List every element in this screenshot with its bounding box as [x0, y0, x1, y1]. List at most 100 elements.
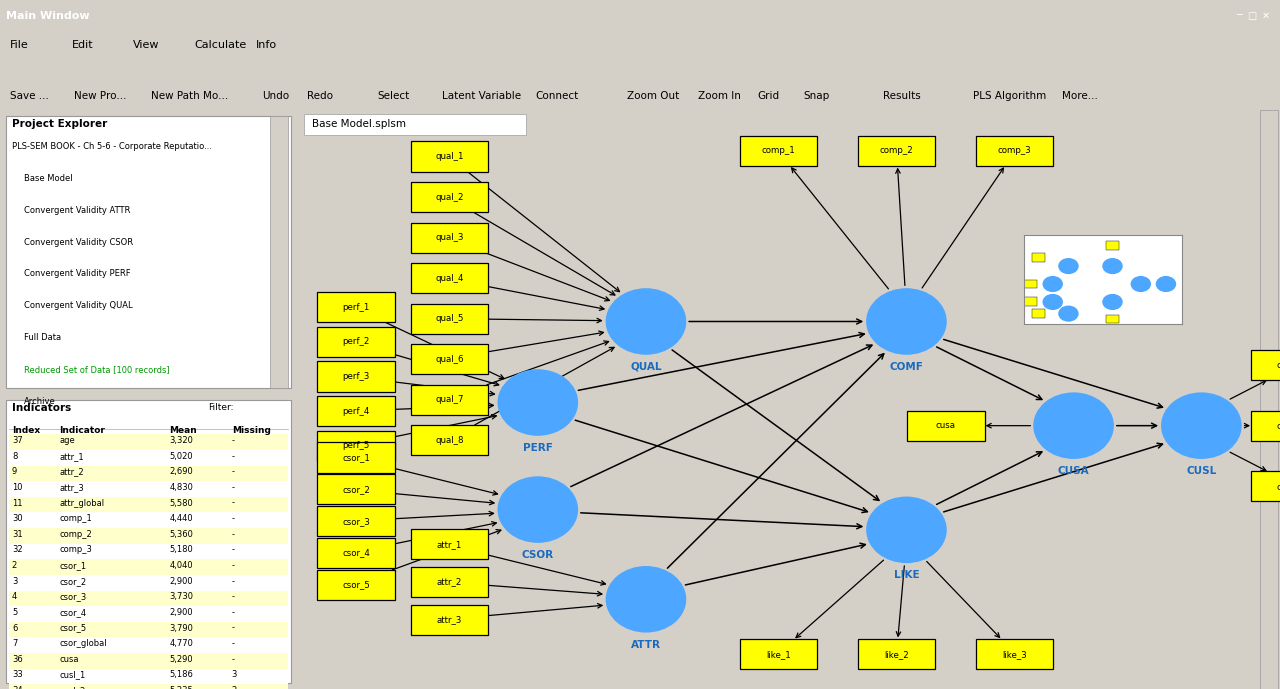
FancyBboxPatch shape	[9, 684, 288, 689]
Text: csor_5: csor_5	[59, 624, 87, 633]
FancyBboxPatch shape	[1024, 280, 1037, 289]
FancyBboxPatch shape	[858, 639, 936, 669]
Text: cusl_2: cusl_2	[59, 686, 86, 689]
Text: Indicators: Indicators	[12, 403, 72, 413]
Ellipse shape	[1156, 276, 1176, 292]
FancyBboxPatch shape	[9, 513, 288, 528]
Text: cusl_3: cusl_3	[1276, 482, 1280, 491]
Text: QUAL: QUAL	[630, 362, 662, 371]
FancyBboxPatch shape	[9, 497, 288, 513]
Text: PERF: PERF	[522, 443, 553, 453]
FancyBboxPatch shape	[1261, 110, 1277, 689]
Text: 33: 33	[12, 670, 23, 679]
Text: perf_4: perf_4	[342, 407, 370, 415]
Text: View: View	[133, 40, 160, 50]
Text: 5,180: 5,180	[169, 546, 193, 555]
Text: 8: 8	[12, 452, 17, 461]
Text: Convergent Validity ATTR: Convergent Validity ATTR	[24, 206, 131, 215]
Text: Calculate: Calculate	[195, 40, 247, 50]
FancyBboxPatch shape	[1251, 411, 1280, 441]
Text: 34: 34	[12, 686, 23, 689]
FancyBboxPatch shape	[411, 604, 488, 635]
Text: 2,900: 2,900	[169, 608, 193, 617]
Text: -: -	[232, 593, 234, 601]
Text: Convergent Validity CSOR: Convergent Validity CSOR	[24, 238, 133, 247]
Text: cusa: cusa	[59, 655, 79, 664]
Text: cusa: cusa	[936, 421, 956, 430]
Text: 10: 10	[12, 483, 22, 492]
Text: perf_1: perf_1	[342, 302, 370, 311]
Text: 32: 32	[12, 546, 23, 555]
Text: qual_7: qual_7	[435, 395, 463, 404]
FancyBboxPatch shape	[411, 304, 488, 333]
Ellipse shape	[1161, 392, 1242, 459]
Ellipse shape	[867, 288, 947, 355]
Text: -: -	[232, 639, 234, 648]
Text: New Path Mo...: New Path Mo...	[151, 91, 228, 101]
FancyBboxPatch shape	[908, 411, 984, 441]
Text: Zoom Out: Zoom Out	[627, 91, 680, 101]
Text: attr_1: attr_1	[436, 539, 462, 549]
Text: like_3: like_3	[1002, 650, 1027, 659]
Text: csor_3: csor_3	[59, 593, 87, 601]
Text: 2,900: 2,900	[169, 577, 193, 586]
Text: comp_1: comp_1	[762, 146, 796, 155]
Text: -: -	[232, 483, 234, 492]
FancyBboxPatch shape	[411, 384, 488, 415]
Text: qual_3: qual_3	[435, 233, 463, 242]
Text: 2: 2	[12, 561, 17, 570]
Text: 11: 11	[12, 499, 22, 508]
Text: csor_5: csor_5	[342, 580, 370, 589]
Text: CUSL: CUSL	[1187, 466, 1216, 476]
Text: qual_4: qual_4	[435, 274, 463, 282]
Text: csor_3: csor_3	[342, 517, 370, 526]
FancyBboxPatch shape	[6, 116, 291, 388]
Ellipse shape	[1033, 392, 1114, 459]
Text: perf_5: perf_5	[342, 442, 370, 451]
FancyBboxPatch shape	[1251, 471, 1280, 502]
Text: Reduced Set of Data [100 records]: Reduced Set of Data [100 records]	[24, 365, 169, 374]
Text: 31: 31	[12, 530, 23, 539]
Text: 4,770: 4,770	[169, 639, 193, 648]
Text: CUSA: CUSA	[1057, 466, 1089, 476]
Text: csor_2: csor_2	[59, 577, 87, 586]
FancyBboxPatch shape	[411, 529, 488, 559]
Text: Full Data: Full Data	[24, 333, 61, 342]
Text: -: -	[232, 624, 234, 633]
Text: Save ...: Save ...	[10, 91, 49, 101]
FancyBboxPatch shape	[317, 506, 394, 536]
Text: -: -	[232, 561, 234, 570]
Ellipse shape	[605, 288, 686, 355]
Text: New Pro...: New Pro...	[74, 91, 127, 101]
Text: PLS Algorithm: PLS Algorithm	[973, 91, 1046, 101]
FancyBboxPatch shape	[9, 575, 288, 590]
FancyBboxPatch shape	[411, 263, 488, 293]
Text: 3,790: 3,790	[169, 624, 193, 633]
Text: 5,235: 5,235	[169, 686, 193, 689]
Ellipse shape	[1102, 258, 1123, 274]
FancyBboxPatch shape	[1106, 241, 1119, 250]
Text: Index: Index	[12, 426, 40, 435]
Text: 2: 2	[232, 686, 237, 689]
Text: perf_3: perf_3	[342, 372, 370, 381]
Text: attr_2: attr_2	[59, 467, 84, 476]
Text: like_2: like_2	[884, 650, 909, 659]
FancyBboxPatch shape	[9, 622, 288, 637]
Ellipse shape	[1059, 305, 1079, 322]
Text: -: -	[232, 514, 234, 523]
Text: Archive: Archive	[24, 397, 55, 406]
FancyBboxPatch shape	[975, 136, 1053, 166]
FancyBboxPatch shape	[317, 474, 394, 504]
Ellipse shape	[498, 476, 579, 543]
Text: comp_2: comp_2	[879, 146, 914, 155]
Text: ATTR: ATTR	[631, 639, 660, 650]
FancyBboxPatch shape	[317, 362, 394, 391]
Text: age: age	[59, 436, 76, 445]
FancyBboxPatch shape	[270, 116, 288, 388]
Text: Grid: Grid	[758, 91, 780, 101]
FancyBboxPatch shape	[9, 544, 288, 559]
Text: cusl_1: cusl_1	[1276, 360, 1280, 369]
Text: attr_global: attr_global	[59, 499, 105, 508]
Text: qual_1: qual_1	[435, 152, 463, 161]
Text: -: -	[232, 530, 234, 539]
